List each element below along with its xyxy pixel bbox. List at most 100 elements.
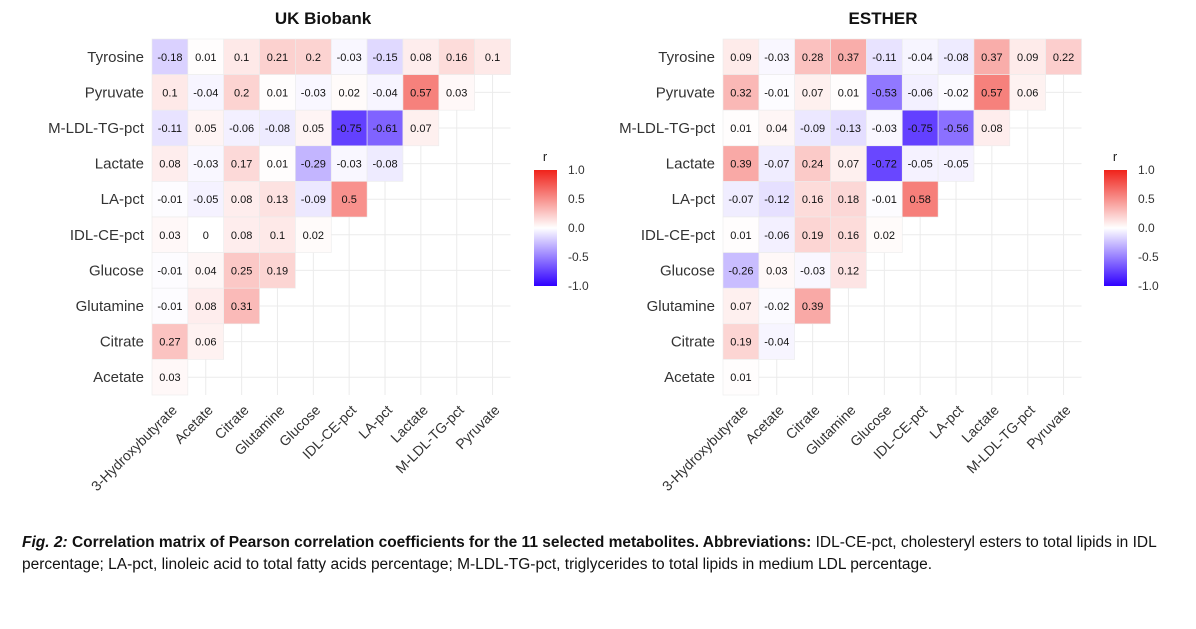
cell-value-label: 0.07 [730,301,751,313]
cell-value-label: 0.28 [802,52,823,64]
cell-value-label: -0.15 [372,52,397,64]
heatmap-cell [794,109,831,147]
heatmap-cell [758,252,795,289]
heatmap-cell [223,38,260,75]
heatmap-cell [794,252,831,289]
cell-value-label: -0.11 [158,123,182,135]
y-tick-label: LA-pct [672,191,716,208]
figure: UK Biobank -0.18 0.01 0.1 0.21 0.2 -0.03 -0.15 0… [48,9,1159,494]
heatmap-cell [794,287,831,325]
legend-tick-label: 1.0 [568,163,585,177]
x-tick-label: 3-Hydroxybutyrate [88,402,180,494]
heatmap-cell [901,109,939,147]
cell-value-label: -0.06 [908,87,933,99]
cell-value-label: 0.08 [410,52,431,64]
cell-value-label: -0.03 [800,265,825,277]
cell-value-label: 0.1 [162,87,177,99]
y-tick-label: Citrate [671,334,715,351]
heatmap-cell [187,181,225,218]
heatmap-cell [901,38,939,75]
legend-tick-label: 0.0 [568,221,585,235]
cell-value-label: 0.39 [730,159,751,171]
cell-value-label: -0.05 [908,159,933,171]
heatmap-cell [187,145,225,182]
y-tick-label: Tyrosine [87,49,144,66]
cell-value-label: 0.03 [766,265,787,277]
cell-value-label: 0.16 [802,194,823,206]
heatmap-cell [402,74,440,111]
cell-value-label: 0.02 [303,230,324,242]
cell-value-label: 0.39 [802,301,823,313]
legend-tick-label: 1.0 [1138,163,1155,177]
heatmap-cell [330,109,368,147]
heatmap-cell [1009,74,1046,111]
heatmap-cell [295,181,332,218]
heatmap-cell [151,252,189,289]
heatmap-cell [259,74,296,111]
heatmap-cell [151,109,189,147]
cell-value-label: 0.05 [303,123,324,135]
cell-value-label: 0.06 [1017,87,1038,99]
cell-value-label: -0.53 [872,87,897,99]
heatmap-cell [722,287,760,325]
heatmap-cell [866,38,903,75]
cell-value-label: 0.04 [766,123,787,135]
heatmap-cell [722,359,760,396]
y-tick-label: Pyruvate [656,84,715,101]
heatmap-cell [901,145,939,182]
cell-value-label: 0.02 [874,230,895,242]
heatmap-cell [151,359,189,396]
cell-value-label: -0.06 [229,123,254,135]
heatmap-cell [973,38,1011,75]
cell-value-label: 0.01 [730,372,751,384]
cell-value-label: 0.17 [231,159,252,171]
legend-tick-label: 0.5 [568,192,585,206]
cell-value-label: 0.5 [342,194,357,206]
heatmap-cell [474,38,511,75]
cell-value-label: 0.01 [267,87,288,99]
heatmap-cell [438,74,475,111]
cell-value-label: -0.05 [193,194,218,206]
heatmap-cell [866,216,903,253]
cell-value-label: 0.57 [410,87,431,99]
cell-value-label: -0.03 [337,159,362,171]
x-tick-label: 3-Hydroxybutyrate [659,402,751,494]
cell-value-label: 0.58 [909,194,930,206]
cell-value-label: 0.03 [159,372,180,384]
heatmap-cell [758,38,795,75]
y-tick-label: Glutamine [76,298,144,315]
heatmap-cell [366,145,404,182]
heatmap-cell [151,38,189,75]
cell-value-label: 0.01 [838,87,859,99]
cell-value-label: 0.04 [195,265,216,277]
cell-value-label: -0.01 [157,194,182,206]
legend-tick-label: -0.5 [1138,250,1159,264]
cell-value-label: 0.22 [1053,52,1074,64]
heatmap-cell [758,216,795,253]
heatmap-cell [187,38,225,75]
heatmap-cell [722,252,760,289]
heatmap-cell [830,74,867,111]
cell-value-label: 0.37 [981,52,1002,64]
cell-value-label: 0.1 [485,52,500,64]
heatmap-cell [722,145,760,182]
cell-value-label: 0.01 [730,123,751,135]
heatmap-cell [259,216,296,253]
cell-value-label: -0.04 [372,87,397,99]
cell-value-label: -0.03 [764,52,789,64]
cell-value-label: -0.56 [943,123,968,135]
heatmap-cell [830,145,867,182]
heatmap-cell [866,74,903,111]
heatmap-cell [758,145,795,182]
cell-value-label: -0.11 [872,52,896,64]
cell-value-label: 0.06 [195,337,216,349]
cell-value-label: -0.26 [728,265,753,277]
caption-bold-text: Correlation matrix of Pearson correlatio… [71,534,812,551]
y-tick-label: Pyruvate [85,84,144,101]
y-tick-label: Tyrosine [658,49,715,66]
cell-value-label: -0.61 [372,123,397,135]
y-tick-label: Glutamine [647,298,715,315]
y-tick-label: M-LDL-TG-pct [48,120,145,137]
heatmap-cell [901,181,939,218]
cell-value-label: -0.02 [943,87,968,99]
